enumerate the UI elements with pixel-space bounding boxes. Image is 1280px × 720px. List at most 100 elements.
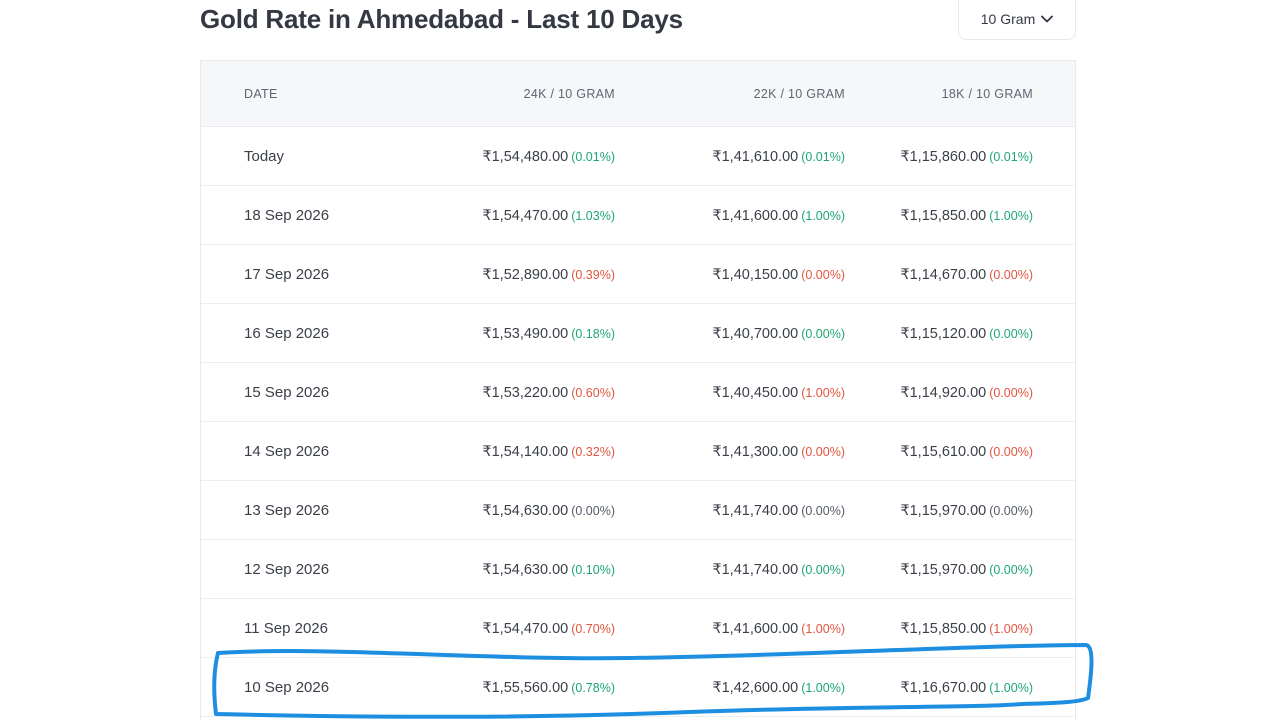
table-header: DATE 24K / 10 GRAM 22K / 10 GRAM 18K / 1…: [201, 61, 1075, 127]
unit-dropdown-label: 10 Gram: [980, 11, 1036, 27]
table-row: 16 Sep 2026 ₹1,53,490.00 (0.18%) ₹1,40,700.…: [201, 304, 1075, 363]
table-row: 17 Sep 2026 ₹1,52,890.00 (0.39%) ₹1,40,150.…: [201, 245, 1075, 304]
row-rate-24k: ₹1,54,480.00 (0.01%): [401, 148, 615, 165]
row-rate-24k: ₹1,53,220.00 (0.60%): [401, 384, 615, 401]
rate-value: ₹1,15,610.00: [900, 443, 987, 460]
change-percent: (0.00%): [801, 267, 845, 282]
change-percent: (0.00%): [989, 267, 1033, 282]
change-percent: (1.00%): [801, 621, 845, 636]
change-percent: (0.39%): [571, 267, 615, 282]
rate-value: ₹1,40,450.00: [712, 384, 799, 401]
row-rate-22k: ₹1,40,150.00 (0.00%): [615, 266, 845, 283]
rate-value: ₹1,52,890.00: [482, 266, 569, 283]
date-value: 16 Sep 2026: [244, 324, 330, 342]
row-rate-24k: ₹1,53,490.00 (0.18%): [401, 325, 615, 342]
change-percent: (1.00%): [989, 621, 1033, 636]
change-percent: (0.00%): [989, 385, 1033, 400]
row-rate-18k: ₹1,16,670.00 (1.00%): [845, 679, 1033, 696]
date-value: 17 Sep 2026: [244, 265, 330, 283]
row-rate-22k: ₹1,41,600.00 (1.00%): [615, 207, 845, 224]
table-row: 14 Sep 2026 ₹1,54,140.00 (0.32%) ₹1,41,300.…: [201, 422, 1075, 481]
rate-value: ₹1,55,560.00: [482, 679, 569, 696]
row-date: 17 Sep 2026: [201, 266, 401, 283]
date-value: 11 Sep 2026: [244, 619, 328, 637]
column-header-date: DATE: [244, 86, 278, 101]
row-rate-24k: ₹1,52,890.00 (0.39%): [401, 266, 615, 283]
column-header-22k: 22K / 10 GRAM: [753, 86, 845, 101]
change-percent: (1.00%): [801, 680, 845, 695]
row-rate-18k: ₹1,14,670.00 (0.00%): [845, 266, 1033, 283]
table-row: 12 Sep 2026 ₹1,54,630.00 (0.10%) ₹1,41,740.…: [201, 540, 1075, 599]
change-percent: (0.00%): [801, 326, 845, 341]
row-rate-24k: ₹1,54,470.00 (0.70%): [401, 620, 615, 637]
row-rate-22k: ₹1,41,610.00 (0.01%): [615, 148, 845, 165]
row-date: 11 Sep 2026: [201, 620, 401, 637]
row-rate-24k: ₹1,54,470.00 (1.03%): [401, 207, 615, 224]
row-date: 13 Sep 2026: [201, 502, 401, 519]
row-rate-18k: ₹1,15,120.00 (0.00%): [845, 325, 1033, 342]
change-percent: (1.03%): [571, 208, 615, 223]
row-date: 10 Sep 2026: [201, 679, 401, 696]
unit-dropdown[interactable]: 10 Gram: [958, 0, 1076, 40]
rate-value: ₹1,16,670.00: [900, 679, 987, 696]
rate-value: ₹1,53,220.00: [482, 384, 569, 401]
row-rate-18k: ₹1,15,970.00 (0.00%): [845, 502, 1033, 519]
row-rate-18k: ₹1,15,610.00 (0.00%): [845, 443, 1033, 460]
change-percent: (1.00%): [989, 208, 1033, 223]
date-value: 13 Sep 2026: [244, 501, 330, 519]
rate-value: ₹1,42,600.00: [712, 679, 799, 696]
rate-value: ₹1,41,600.00: [712, 207, 799, 224]
rate-value: ₹1,15,850.00: [900, 620, 987, 637]
table-body: Today ₹1,54,480.00 (0.01%) ₹1,41,610.00 (0.0…: [201, 127, 1075, 717]
date-value: 12 Sep 2026: [244, 560, 330, 578]
change-percent: (0.78%): [571, 680, 615, 695]
change-percent: (0.00%): [989, 444, 1033, 459]
change-percent: (1.00%): [801, 208, 845, 223]
rate-value: ₹1,41,300.00: [712, 443, 799, 460]
row-rate-22k: ₹1,41,740.00 (0.00%): [615, 561, 845, 578]
change-percent: (0.00%): [989, 326, 1033, 341]
date-value: 15 Sep 2026: [244, 383, 330, 401]
row-rate-22k: ₹1,41,740.00 (0.00%): [615, 502, 845, 519]
row-rate-24k: ₹1,55,560.00 (0.78%): [401, 679, 615, 696]
row-rate-24k: ₹1,54,630.00 (0.10%): [401, 561, 615, 578]
change-percent: (0.00%): [801, 562, 845, 577]
chevron-down-icon: [1041, 15, 1054, 23]
change-percent: (0.00%): [989, 562, 1033, 577]
row-date: 14 Sep 2026: [201, 443, 401, 460]
rate-value: ₹1,54,140.00: [482, 443, 569, 460]
rate-value: ₹1,54,470.00: [482, 207, 569, 224]
change-percent: (0.01%): [801, 149, 845, 164]
change-percent: (0.00%): [571, 503, 615, 518]
rate-value: ₹1,54,480.00: [482, 148, 569, 165]
row-rate-22k: ₹1,41,600.00 (1.00%): [615, 620, 845, 637]
table-row: 18 Sep 2026 ₹1,54,470.00 (1.03%) ₹1,41,600.…: [201, 186, 1075, 245]
change-percent: (0.01%): [989, 149, 1033, 164]
rate-value: ₹1,15,860.00: [900, 148, 987, 165]
row-rate-18k: ₹1,15,860.00 (0.01%): [845, 148, 1033, 165]
page-title: Gold Rate in Ahmedabad - Last 10 Days: [200, 4, 683, 34]
rate-value: ₹1,15,120.00: [900, 325, 987, 342]
row-date: 16 Sep 2026: [201, 325, 401, 342]
change-percent: (0.00%): [801, 503, 845, 518]
table-row: 15 Sep 2026 ₹1,53,220.00 (0.60%) ₹1,40,450.…: [201, 363, 1075, 422]
change-percent: (0.10%): [571, 562, 615, 577]
column-header-24k: 24K / 10 GRAM: [523, 86, 615, 101]
rate-value: ₹1,40,700.00: [712, 325, 799, 342]
change-percent: (1.00%): [989, 680, 1033, 695]
row-date: 18 Sep 2026: [201, 207, 401, 224]
row-rate-18k: ₹1,15,970.00 (0.00%): [845, 561, 1033, 578]
table-row: 10 Sep 2026 ₹1,55,560.00 (0.78%) ₹1,42,600.…: [201, 658, 1075, 717]
rate-value: ₹1,15,970.00: [900, 502, 987, 519]
date-value: 10 Sep 2026: [244, 678, 330, 696]
row-rate-24k: ₹1,54,630.00 (0.00%): [401, 502, 615, 519]
date-value: 18 Sep 2026: [244, 206, 330, 224]
row-date: 15 Sep 2026: [201, 384, 401, 401]
change-percent: (0.18%): [571, 326, 615, 341]
table-row: Today ₹1,54,480.00 (0.01%) ₹1,41,610.00 (0.0…: [201, 127, 1075, 186]
rate-value: ₹1,54,630.00: [482, 502, 569, 519]
change-percent: (1.00%): [801, 385, 845, 400]
change-percent: (0.60%): [571, 385, 615, 400]
row-rate-22k: ₹1,42,600.00 (1.00%): [615, 679, 845, 696]
column-header-18k: 18K / 10 GRAM: [941, 86, 1033, 101]
